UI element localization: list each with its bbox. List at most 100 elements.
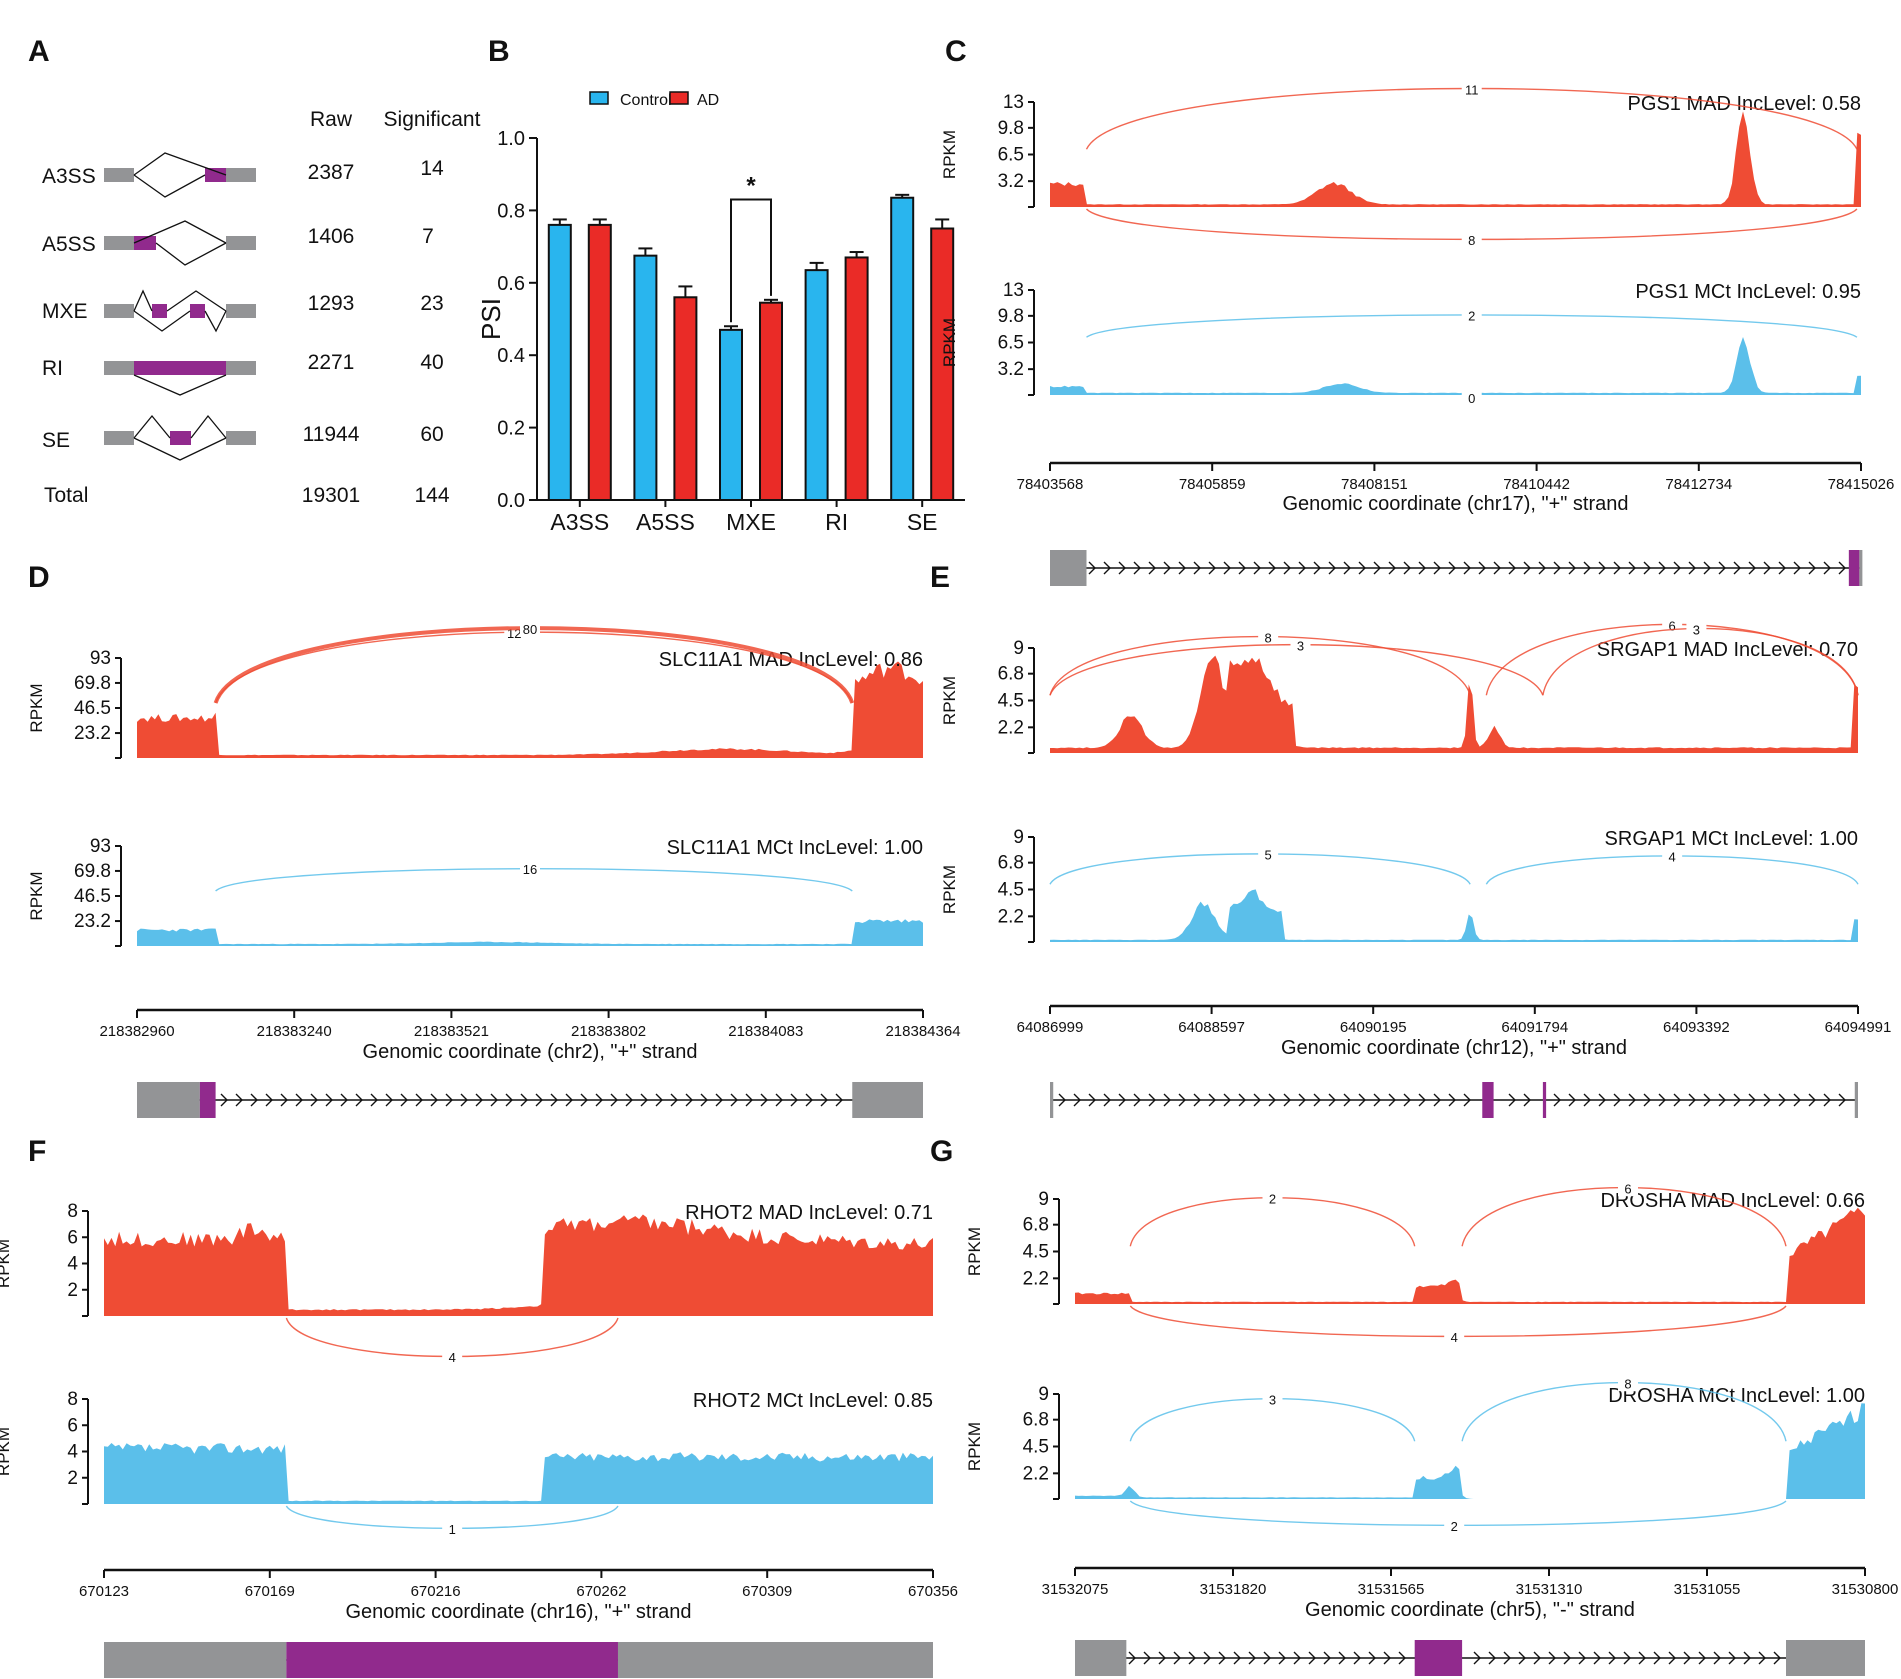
strand-arrow bbox=[220, 1093, 228, 1107]
strand-arrow bbox=[1683, 1651, 1691, 1665]
category-label: RI bbox=[825, 509, 848, 535]
strand-arrow bbox=[595, 1093, 603, 1107]
legend-label-control: Control bbox=[620, 92, 672, 109]
strand-arrow bbox=[1253, 1093, 1261, 1107]
strand-arrow bbox=[1238, 561, 1246, 575]
bar-control bbox=[719, 328, 743, 501]
strand-arrow bbox=[1163, 1093, 1171, 1107]
junction-label-bg bbox=[1461, 234, 1482, 248]
strand-arrow bbox=[505, 1093, 513, 1107]
exon-alternative bbox=[1542, 1082, 1547, 1118]
junction-label-bg bbox=[1258, 631, 1279, 646]
strand-arrow bbox=[1433, 1093, 1441, 1107]
strand-arrow bbox=[1293, 1651, 1301, 1665]
strand-arrow bbox=[1328, 561, 1336, 575]
strand-arrow bbox=[1598, 561, 1606, 575]
col-header-raw: Raw bbox=[310, 108, 353, 131]
x-axis-title: Genomic coordinate (chr16), "+" strand bbox=[345, 1601, 691, 1623]
strand-arrow bbox=[1793, 561, 1801, 575]
x-tick-label: 670216 bbox=[411, 1583, 461, 1600]
row-raw-a3ss: 2387 bbox=[308, 161, 355, 184]
y-tick-label: 69.8 bbox=[74, 673, 111, 694]
track-title-mct: SLC11A1 MCt IncLevel: 1.00 bbox=[667, 837, 923, 859]
strand-arrow bbox=[655, 1093, 663, 1107]
panel-letter-e: E bbox=[930, 561, 950, 594]
y-tick-label: 2.2 bbox=[1023, 1463, 1049, 1484]
strand-arrow bbox=[370, 1093, 378, 1107]
row-sig-ri: 40 bbox=[420, 351, 443, 374]
exon-alternative bbox=[1414, 1640, 1463, 1676]
strand-arrow bbox=[1118, 561, 1126, 575]
strand-arrow bbox=[1418, 1093, 1426, 1107]
strand-arrow bbox=[1343, 1093, 1351, 1107]
strand-arrow bbox=[1658, 1093, 1666, 1107]
x-tick-label: 31530800 bbox=[1832, 1581, 1899, 1598]
x-tick-label: 670262 bbox=[576, 1583, 626, 1600]
x-tick-label: 64091794 bbox=[1501, 1019, 1568, 1036]
strand-arrow bbox=[1523, 561, 1531, 575]
strand-arrow bbox=[1388, 1093, 1396, 1107]
bar-control bbox=[547, 223, 572, 501]
row-raw-total: 19301 bbox=[302, 484, 360, 507]
y-tick-label: 46.5 bbox=[74, 698, 111, 719]
strand-arrow bbox=[1283, 561, 1291, 575]
exon-alternative bbox=[1848, 550, 1860, 586]
strand-arrow bbox=[430, 1093, 438, 1107]
strand-arrow bbox=[235, 1093, 243, 1107]
junction-count: 3 bbox=[1693, 622, 1700, 637]
y-tick-label: 8 bbox=[67, 1389, 78, 1410]
strand-arrow bbox=[1188, 1651, 1196, 1665]
coverage-mct bbox=[1050, 337, 1861, 395]
y-tick-label: 0.8 bbox=[497, 200, 525, 222]
strand-arrow bbox=[1163, 561, 1171, 575]
strand-arrow bbox=[790, 1093, 798, 1107]
junction-count: 2 bbox=[1269, 1191, 1276, 1206]
y-tick-label: 46.5 bbox=[74, 886, 111, 907]
strand-arrow bbox=[1568, 561, 1576, 575]
junction-count: 0 bbox=[1468, 391, 1475, 406]
strand-arrow bbox=[1358, 1093, 1366, 1107]
strand-arrow bbox=[1103, 1093, 1111, 1107]
junction-count: 8 bbox=[1624, 1376, 1631, 1391]
x-tick-label: 78403568 bbox=[1017, 476, 1084, 493]
bar-control bbox=[890, 196, 915, 501]
strand-arrow bbox=[1643, 561, 1651, 575]
strand-arrow bbox=[1133, 561, 1141, 575]
exon-constitutive bbox=[1786, 1640, 1865, 1676]
y-axis-label: RPKM bbox=[940, 676, 959, 725]
y-tick-label: 4.5 bbox=[998, 691, 1024, 712]
y-tick-label: 0.4 bbox=[497, 345, 525, 367]
strand-arrow bbox=[1058, 1093, 1066, 1107]
strand-arrow bbox=[1298, 561, 1306, 575]
junction-count: 8 bbox=[1468, 233, 1475, 248]
se-diagram bbox=[104, 414, 256, 461]
track-title-mad: SRGAP1 MAD IncLevel: 0.70 bbox=[1597, 639, 1858, 661]
strand-arrow bbox=[1658, 561, 1666, 575]
strand-arrow bbox=[625, 1093, 633, 1107]
a5ss-diagram bbox=[104, 220, 256, 266]
row-sig-a3ss: 14 bbox=[420, 157, 444, 180]
strand-arrow bbox=[1613, 561, 1621, 575]
strand-arrow bbox=[1703, 1093, 1711, 1107]
junction-count: 3 bbox=[1297, 638, 1304, 653]
legend-label-ad: AD bbox=[697, 92, 719, 109]
coverage-mad bbox=[104, 1214, 933, 1316]
x-tick-label: 670123 bbox=[79, 1583, 129, 1600]
strand-arrow bbox=[1268, 1093, 1276, 1107]
strand-arrow bbox=[1823, 561, 1831, 575]
x-axis-title: Genomic coordinate (chr12), "+" strand bbox=[1281, 1037, 1627, 1059]
strand-arrow bbox=[1313, 561, 1321, 575]
strand-arrow bbox=[1718, 561, 1726, 575]
y-axis-label: RPKM bbox=[940, 130, 959, 179]
x-tick-label: 31531820 bbox=[1200, 1581, 1267, 1598]
exon-constitutive bbox=[1075, 1640, 1127, 1676]
strand-arrow bbox=[1223, 561, 1231, 575]
junction-count: 16 bbox=[523, 862, 537, 877]
strand-arrow bbox=[1148, 1093, 1156, 1107]
junction-label-bg bbox=[1662, 850, 1683, 865]
junction-count: 2 bbox=[1451, 1519, 1458, 1534]
strand-arrow bbox=[340, 1093, 348, 1107]
strand-arrow bbox=[1283, 1093, 1291, 1107]
y-tick-label: 2.2 bbox=[998, 717, 1024, 738]
strand-arrow bbox=[1508, 1093, 1516, 1107]
